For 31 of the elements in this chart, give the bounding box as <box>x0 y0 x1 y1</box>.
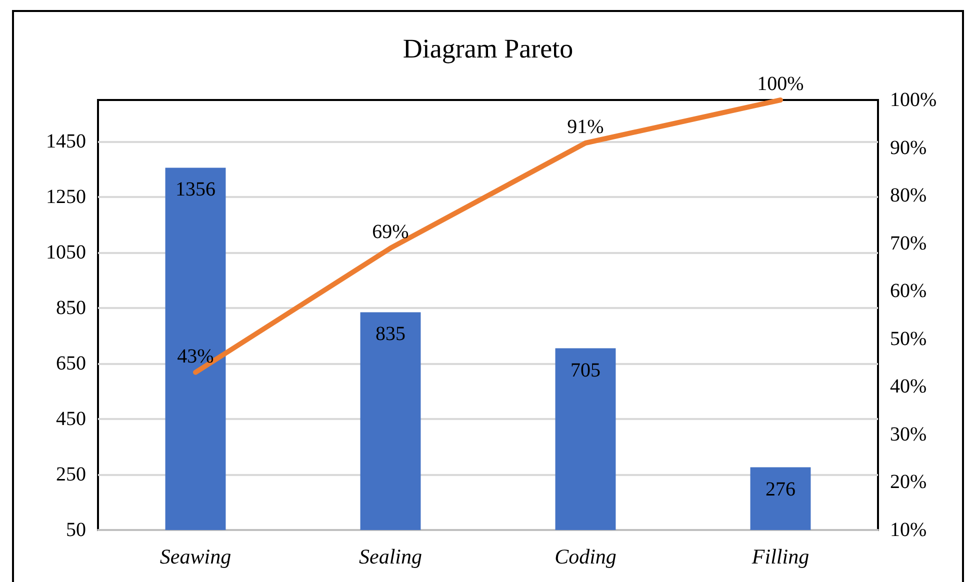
y2-tick-label: 90% <box>890 136 927 159</box>
x-tick-label: Filling <box>750 544 810 568</box>
chart-title: Diagram Pareto <box>402 34 574 64</box>
data-label: 43% <box>177 345 214 368</box>
data-label: 705 <box>570 359 600 382</box>
data-label: 100% <box>757 73 804 95</box>
data-label: 835 <box>376 323 406 346</box>
y-tick-label: 1450 <box>46 130 86 153</box>
x-tick-label: Seawing <box>160 544 232 568</box>
y-tick-label: 1050 <box>46 242 86 264</box>
y2-tick-label: 70% <box>890 232 927 254</box>
data-label: 1356 <box>176 178 216 201</box>
y-tick-label: 1250 <box>46 186 86 208</box>
y2-tick-label: 60% <box>890 280 927 302</box>
y-tick-label: 50 <box>66 519 86 541</box>
y2-tick-label: 100% <box>890 89 937 111</box>
y2-tick-label: 40% <box>890 376 927 398</box>
data-label: 276 <box>766 478 796 500</box>
x-tick-label: Coding <box>554 544 616 568</box>
data-label: 91% <box>567 116 604 138</box>
y-tick-label: 650 <box>56 352 86 375</box>
y2-tick-label: 80% <box>890 184 927 207</box>
y2-tick-label: 20% <box>890 471 927 494</box>
x-tick-label: Sealing <box>359 544 422 568</box>
y-tick-label: 250 <box>56 464 86 486</box>
data-label: 69% <box>372 221 409 244</box>
y-tick-label: 450 <box>56 408 86 430</box>
y-tick-label: 850 <box>56 297 86 320</box>
y2-tick-label: 50% <box>890 328 927 350</box>
y2-tick-label: 10% <box>890 519 927 541</box>
y2-tick-label: 30% <box>890 423 927 446</box>
